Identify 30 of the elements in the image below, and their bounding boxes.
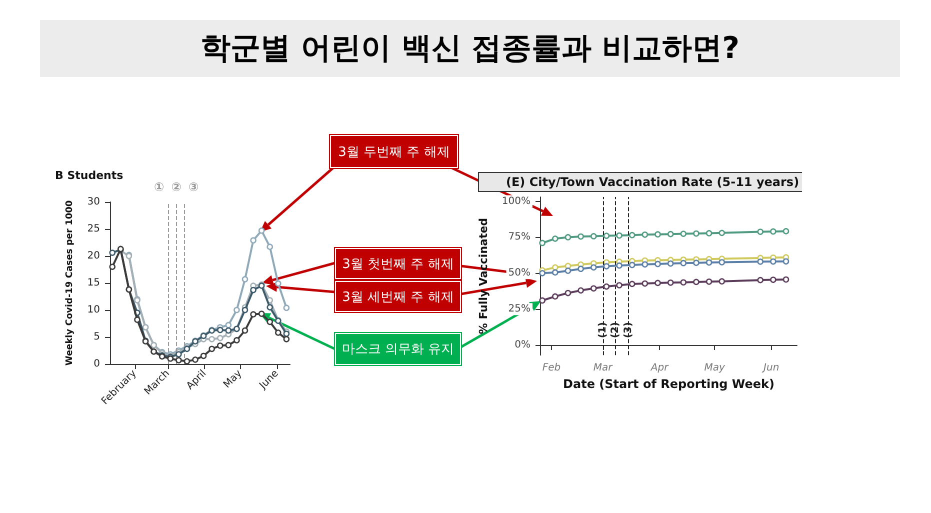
ref-line-label: ③ [188,180,199,194]
x-tick-label: Apr [650,362,670,374]
y-tick-label: 15 [87,278,100,288]
y-tick-label: 100% [502,196,530,207]
x-axis-title: Date (Start of Reporting Week) [563,377,774,391]
text: 학군별 어린이 백신 접종률과 비교하면? [40,20,900,77]
y-tick-label: 20 [87,250,100,262]
x-tick-label: Mar [593,362,614,374]
y-tick-label: 25% [508,304,530,315]
y-tick-label: 50% [508,268,530,279]
y-tick-label: 5 [94,332,100,342]
text: 3월 세번째 주 해제 [335,281,461,312]
chart-title: B Students [55,169,124,182]
x-tick-label: Feb [542,362,561,374]
y-tick-label: 0% [514,340,530,351]
chart-title: (E) City/Town Vaccination Rate (5-11 years) [506,175,800,189]
y-tick-label: 75% [508,232,530,243]
x-tick-label: Jun [762,362,780,374]
ref-line-label: ② [171,180,182,194]
ref-line-label: ① [154,180,164,194]
y-axis-title: Weekly Covid-19 Cases per 1000 [64,200,75,366]
y-tick-label: 25 [87,224,100,234]
y-tick-label: 10 [87,304,100,316]
x-tick-label: May [704,362,726,374]
y-tick-label: 30 [87,196,100,208]
text: 3월 첫번째 주 해제 [335,248,461,279]
y-axis-title: % Fully Vaccinated [477,218,490,334]
text: 3월 두번째 주 해제 [330,135,458,168]
text: 마스크 의무화 유지 [335,333,461,365]
y-tick-label: 0 [94,358,100,370]
